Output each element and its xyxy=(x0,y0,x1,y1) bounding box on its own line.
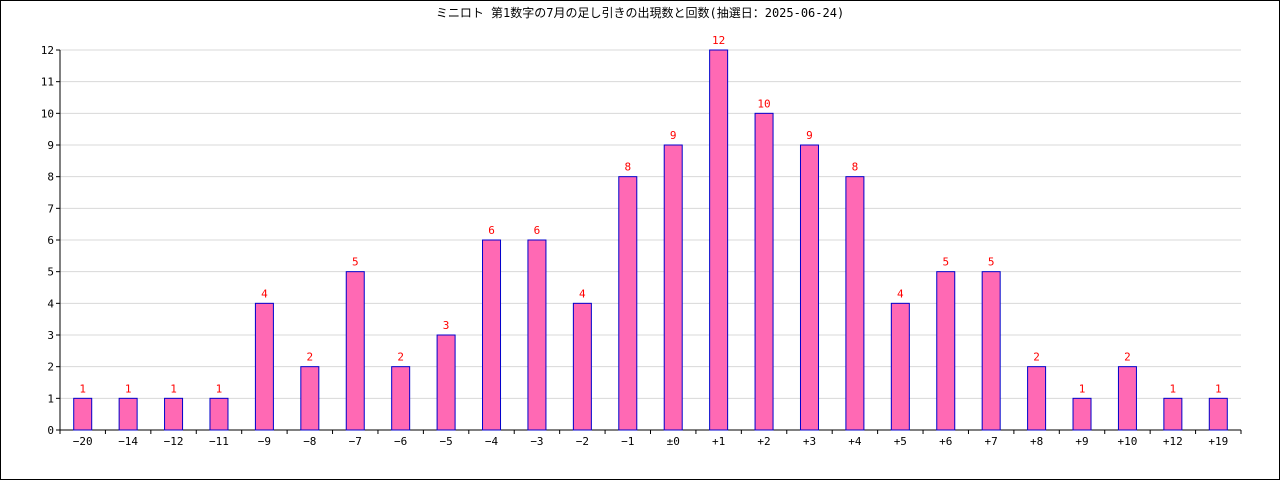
bar xyxy=(73,397,93,431)
x-tick-label: −8 xyxy=(303,435,316,448)
bar xyxy=(1117,366,1137,431)
x-tick-label: −1 xyxy=(621,435,634,448)
x-tick-label: +7 xyxy=(985,435,998,448)
x-tick-label: −12 xyxy=(164,435,184,448)
y-tick-label: 7 xyxy=(47,202,54,215)
bar xyxy=(709,49,729,431)
data-label: 8 xyxy=(624,161,631,174)
bar xyxy=(209,397,229,431)
bar xyxy=(254,302,274,431)
data-label: 1 xyxy=(1215,382,1222,395)
bar xyxy=(754,112,774,431)
x-tick-label: +12 xyxy=(1163,435,1183,448)
data-label: 8 xyxy=(852,161,859,174)
x-tick-label: −9 xyxy=(258,435,271,448)
data-label: 5 xyxy=(988,256,995,269)
bar xyxy=(345,271,365,431)
x-tick-label: +9 xyxy=(1075,435,1088,448)
x-tick-label: +4 xyxy=(848,435,862,448)
bar xyxy=(799,144,819,431)
data-label: 9 xyxy=(670,129,677,142)
data-label: 3 xyxy=(443,319,450,332)
bar xyxy=(845,176,865,431)
bar xyxy=(391,366,411,431)
x-tick-label: +5 xyxy=(894,435,907,448)
x-tick-label: −7 xyxy=(349,435,362,448)
x-tick-label: ±0 xyxy=(667,435,680,448)
bar xyxy=(436,334,456,431)
data-label: 5 xyxy=(942,256,949,269)
bar xyxy=(164,397,184,431)
bar xyxy=(118,397,138,431)
bar xyxy=(300,366,320,431)
data-label: 1 xyxy=(1079,382,1086,395)
data-label: 1 xyxy=(125,382,132,395)
y-tick-label: 5 xyxy=(47,266,54,279)
chart-title: ミニロト 第1数字の7月の足し引きの出現数と回数(抽選日：2025-06-24) xyxy=(435,6,845,20)
bar xyxy=(890,302,910,431)
bar xyxy=(527,239,547,431)
bar xyxy=(936,271,956,431)
data-label: 4 xyxy=(261,287,268,300)
x-tick-label: −5 xyxy=(439,435,452,448)
y-tick-label: 10 xyxy=(41,107,54,120)
x-tick-label: +2 xyxy=(757,435,770,448)
data-label: 4 xyxy=(897,287,904,300)
data-label: 9 xyxy=(806,129,813,142)
x-tick-label: −2 xyxy=(576,435,589,448)
bar xyxy=(663,144,683,431)
x-tick-label: +6 xyxy=(939,435,952,448)
data-label: 1 xyxy=(170,382,177,395)
x-tick-label: +8 xyxy=(1030,435,1043,448)
y-tick-label: 11 xyxy=(41,76,54,89)
bar xyxy=(482,239,502,431)
bar xyxy=(1027,366,1047,431)
y-tick-label: 1 xyxy=(47,392,54,405)
bar xyxy=(981,271,1001,431)
x-tick-label: +19 xyxy=(1208,435,1228,448)
y-tick-label: 0 xyxy=(47,424,54,437)
x-tick-label: +3 xyxy=(803,435,816,448)
y-tick-label: 8 xyxy=(47,171,54,184)
x-tick-label: −11 xyxy=(209,435,229,448)
data-label: 4 xyxy=(579,287,586,300)
data-label: 1 xyxy=(216,382,223,395)
data-label: 1 xyxy=(1170,382,1177,395)
data-label: 2 xyxy=(1033,351,1040,364)
x-tick-label: +10 xyxy=(1118,435,1138,448)
x-tick-label: −20 xyxy=(73,435,93,448)
data-label: 2 xyxy=(1124,351,1131,364)
x-tick-label: −3 xyxy=(530,435,543,448)
data-label: 6 xyxy=(488,224,495,237)
y-tick-label: 6 xyxy=(47,234,54,247)
bar xyxy=(572,302,592,431)
bar xyxy=(618,176,638,431)
data-label: 2 xyxy=(307,351,314,364)
y-tick-label: 4 xyxy=(47,297,54,310)
data-label: 1 xyxy=(79,382,86,395)
y-tick-label: 12 xyxy=(41,44,54,57)
y-tick-label: 2 xyxy=(47,361,54,374)
data-label: 5 xyxy=(352,256,359,269)
data-label: 12 xyxy=(712,34,725,47)
data-label: 10 xyxy=(757,97,770,110)
data-label: 6 xyxy=(534,224,541,237)
bar xyxy=(1163,397,1183,431)
x-tick-label: −6 xyxy=(394,435,407,448)
x-tick-label: −14 xyxy=(118,435,138,448)
data-label: 2 xyxy=(397,351,404,364)
bar xyxy=(1208,397,1228,431)
x-tick-label: +1 xyxy=(712,435,725,448)
x-tick-label: −4 xyxy=(485,435,499,448)
bar xyxy=(1072,397,1092,431)
y-tick-label: 9 xyxy=(47,139,54,152)
y-tick-label: 3 xyxy=(47,329,54,342)
